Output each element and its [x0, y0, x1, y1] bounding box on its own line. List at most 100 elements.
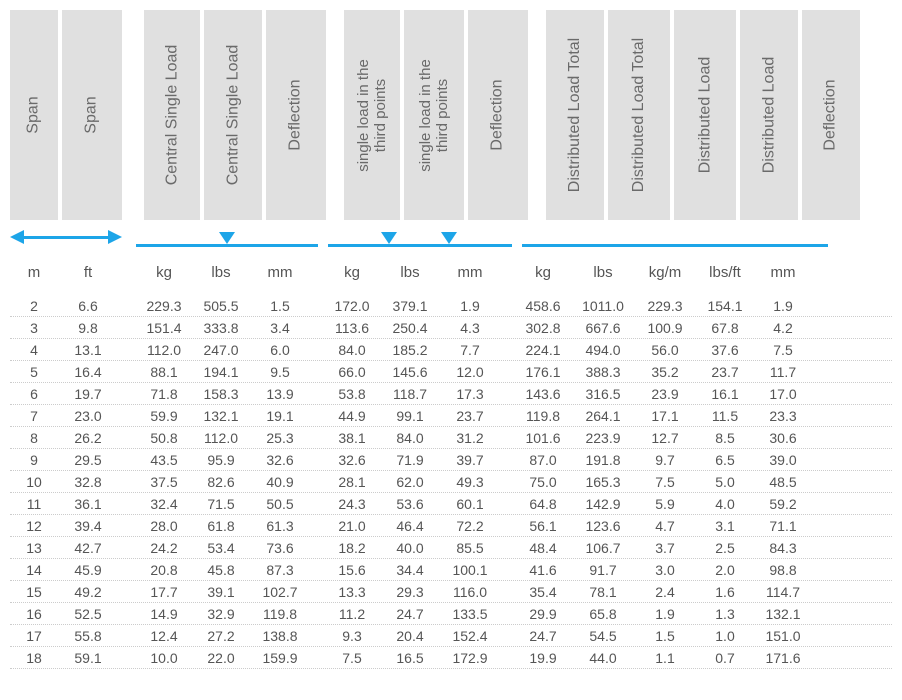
table-cell: 132.1: [754, 606, 812, 622]
table-cell: 17.0: [754, 386, 812, 402]
table-row: 929.543.595.932.632.671.939.787.0191.89.…: [10, 449, 892, 471]
table-cell: 84.0: [380, 430, 440, 446]
table-row: 619.771.8158.313.953.8118.717.3143.6316.…: [10, 383, 892, 405]
table-cell: 32.9: [192, 606, 250, 622]
table-cell: 2: [10, 298, 58, 314]
table-cell: 36.1: [58, 496, 118, 512]
table-cell: 99.1: [380, 408, 440, 424]
table-cell: 11: [10, 496, 58, 512]
table-cell: 23.3: [754, 408, 812, 424]
header-central-deflection: Deflection: [266, 10, 326, 220]
header-third-deflection: Deflection: [468, 10, 528, 220]
table-cell: 229.3: [136, 298, 192, 314]
table-cell: 142.9: [572, 496, 634, 512]
table-cell: 30.6: [754, 430, 812, 446]
table-cell: 5.9: [634, 496, 696, 512]
table-cell: 1.5: [634, 628, 696, 644]
table-cell: 32.8: [58, 474, 118, 490]
table-cell: 316.5: [572, 386, 634, 402]
table-cell: 72.2: [440, 518, 500, 534]
table-cell: 71.5: [192, 496, 250, 512]
table-cell: 5: [10, 364, 58, 380]
table-cell: 154.1: [696, 298, 754, 314]
table-cell: 123.6: [572, 518, 634, 534]
table-cell: 49.3: [440, 474, 500, 490]
table-cell: 388.3: [572, 364, 634, 380]
header-central-kg: Central Single Load: [144, 10, 200, 220]
table-cell: 35.2: [634, 364, 696, 380]
table-cell: 39.1: [192, 584, 250, 600]
table-cell: 78.1: [572, 584, 634, 600]
table-row: 26.6229.3505.51.5172.0379.11.9458.61011.…: [10, 295, 892, 317]
header-span-ft: Span: [62, 10, 122, 220]
span-arrow-icon: [10, 226, 122, 248]
unit-mm2: mm: [440, 264, 500, 281]
table-cell: 49.2: [58, 584, 118, 600]
table-cell: 133.5: [440, 606, 500, 622]
table-cell: 116.0: [440, 584, 500, 600]
table-cell: 24.7: [380, 606, 440, 622]
table-cell: 1.3: [696, 606, 754, 622]
table-cell: 9.3: [324, 628, 380, 644]
table-cell: 24.7: [514, 628, 572, 644]
table-cell: 102.7: [250, 584, 310, 600]
table-cell: 118.7: [380, 386, 440, 402]
table-cell: 458.6: [514, 298, 572, 314]
unit-ft: ft: [58, 264, 118, 281]
table-cell: 3.7: [634, 540, 696, 556]
unit-lbs: lbs: [192, 264, 250, 281]
table-cell: 37.6: [696, 342, 754, 358]
table-cell: 29.3: [380, 584, 440, 600]
table-cell: 5.0: [696, 474, 754, 490]
table-cell: 2.0: [696, 562, 754, 578]
table-cell: 65.8: [572, 606, 634, 622]
table-cell: 23.9: [634, 386, 696, 402]
table-cell: 1.9: [754, 298, 812, 314]
table-cell: 32.6: [324, 452, 380, 468]
header-central-lbs: Central Single Load: [204, 10, 262, 220]
table-cell: 151.4: [136, 320, 192, 336]
table-cell: 106.7: [572, 540, 634, 556]
table-cell: 23.0: [58, 408, 118, 424]
table-cell: 39.0: [754, 452, 812, 468]
table-row: 1239.428.061.861.321.046.472.256.1123.64…: [10, 515, 892, 537]
table-cell: 59.9: [136, 408, 192, 424]
table-cell: 100.1: [440, 562, 500, 578]
table-row: 516.488.1194.19.566.0145.612.0176.1388.3…: [10, 361, 892, 383]
table-cell: 185.2: [380, 342, 440, 358]
table-cell: 3.1: [696, 518, 754, 534]
table-cell: 100.9: [634, 320, 696, 336]
table-cell: 172.0: [324, 298, 380, 314]
table-cell: 224.1: [514, 342, 572, 358]
table-cell: 28.0: [136, 518, 192, 534]
table-cell: 9.8: [58, 320, 118, 336]
table-cell: 16.5: [380, 650, 440, 666]
table-cell: 101.6: [514, 430, 572, 446]
table-cell: 19.1: [250, 408, 310, 424]
table-cell: 12: [10, 518, 58, 534]
table-cell: 25.3: [250, 430, 310, 446]
table-row: 1032.837.582.640.928.162.049.375.0165.37…: [10, 471, 892, 493]
table-cell: 113.6: [324, 320, 380, 336]
table-cell: 60.1: [440, 496, 500, 512]
table-cell: 9: [10, 452, 58, 468]
table-cell: 15.6: [324, 562, 380, 578]
table-cell: 17.3: [440, 386, 500, 402]
table-cell: 19.9: [514, 650, 572, 666]
table-cell: 40.9: [250, 474, 310, 490]
table-cell: 23.7: [440, 408, 500, 424]
table-cell: 23.7: [696, 364, 754, 380]
header-dist-lbsft: Distributed Load: [740, 10, 798, 220]
table-cell: 3: [10, 320, 58, 336]
table-cell: 9.5: [250, 364, 310, 380]
table-cell: 11.2: [324, 606, 380, 622]
table-cell: 8.5: [696, 430, 754, 446]
unit-kg2: kg: [324, 264, 380, 281]
table-cell: 229.3: [634, 298, 696, 314]
table-cell: 1.9: [634, 606, 696, 622]
header-dist-kgm: Distributed Load: [674, 10, 736, 220]
header-third-lbs: single load in thethird points: [404, 10, 464, 220]
table-cell: 1.6: [696, 584, 754, 600]
table-cell: 9.7: [634, 452, 696, 468]
table-cell: 24.3: [324, 496, 380, 512]
